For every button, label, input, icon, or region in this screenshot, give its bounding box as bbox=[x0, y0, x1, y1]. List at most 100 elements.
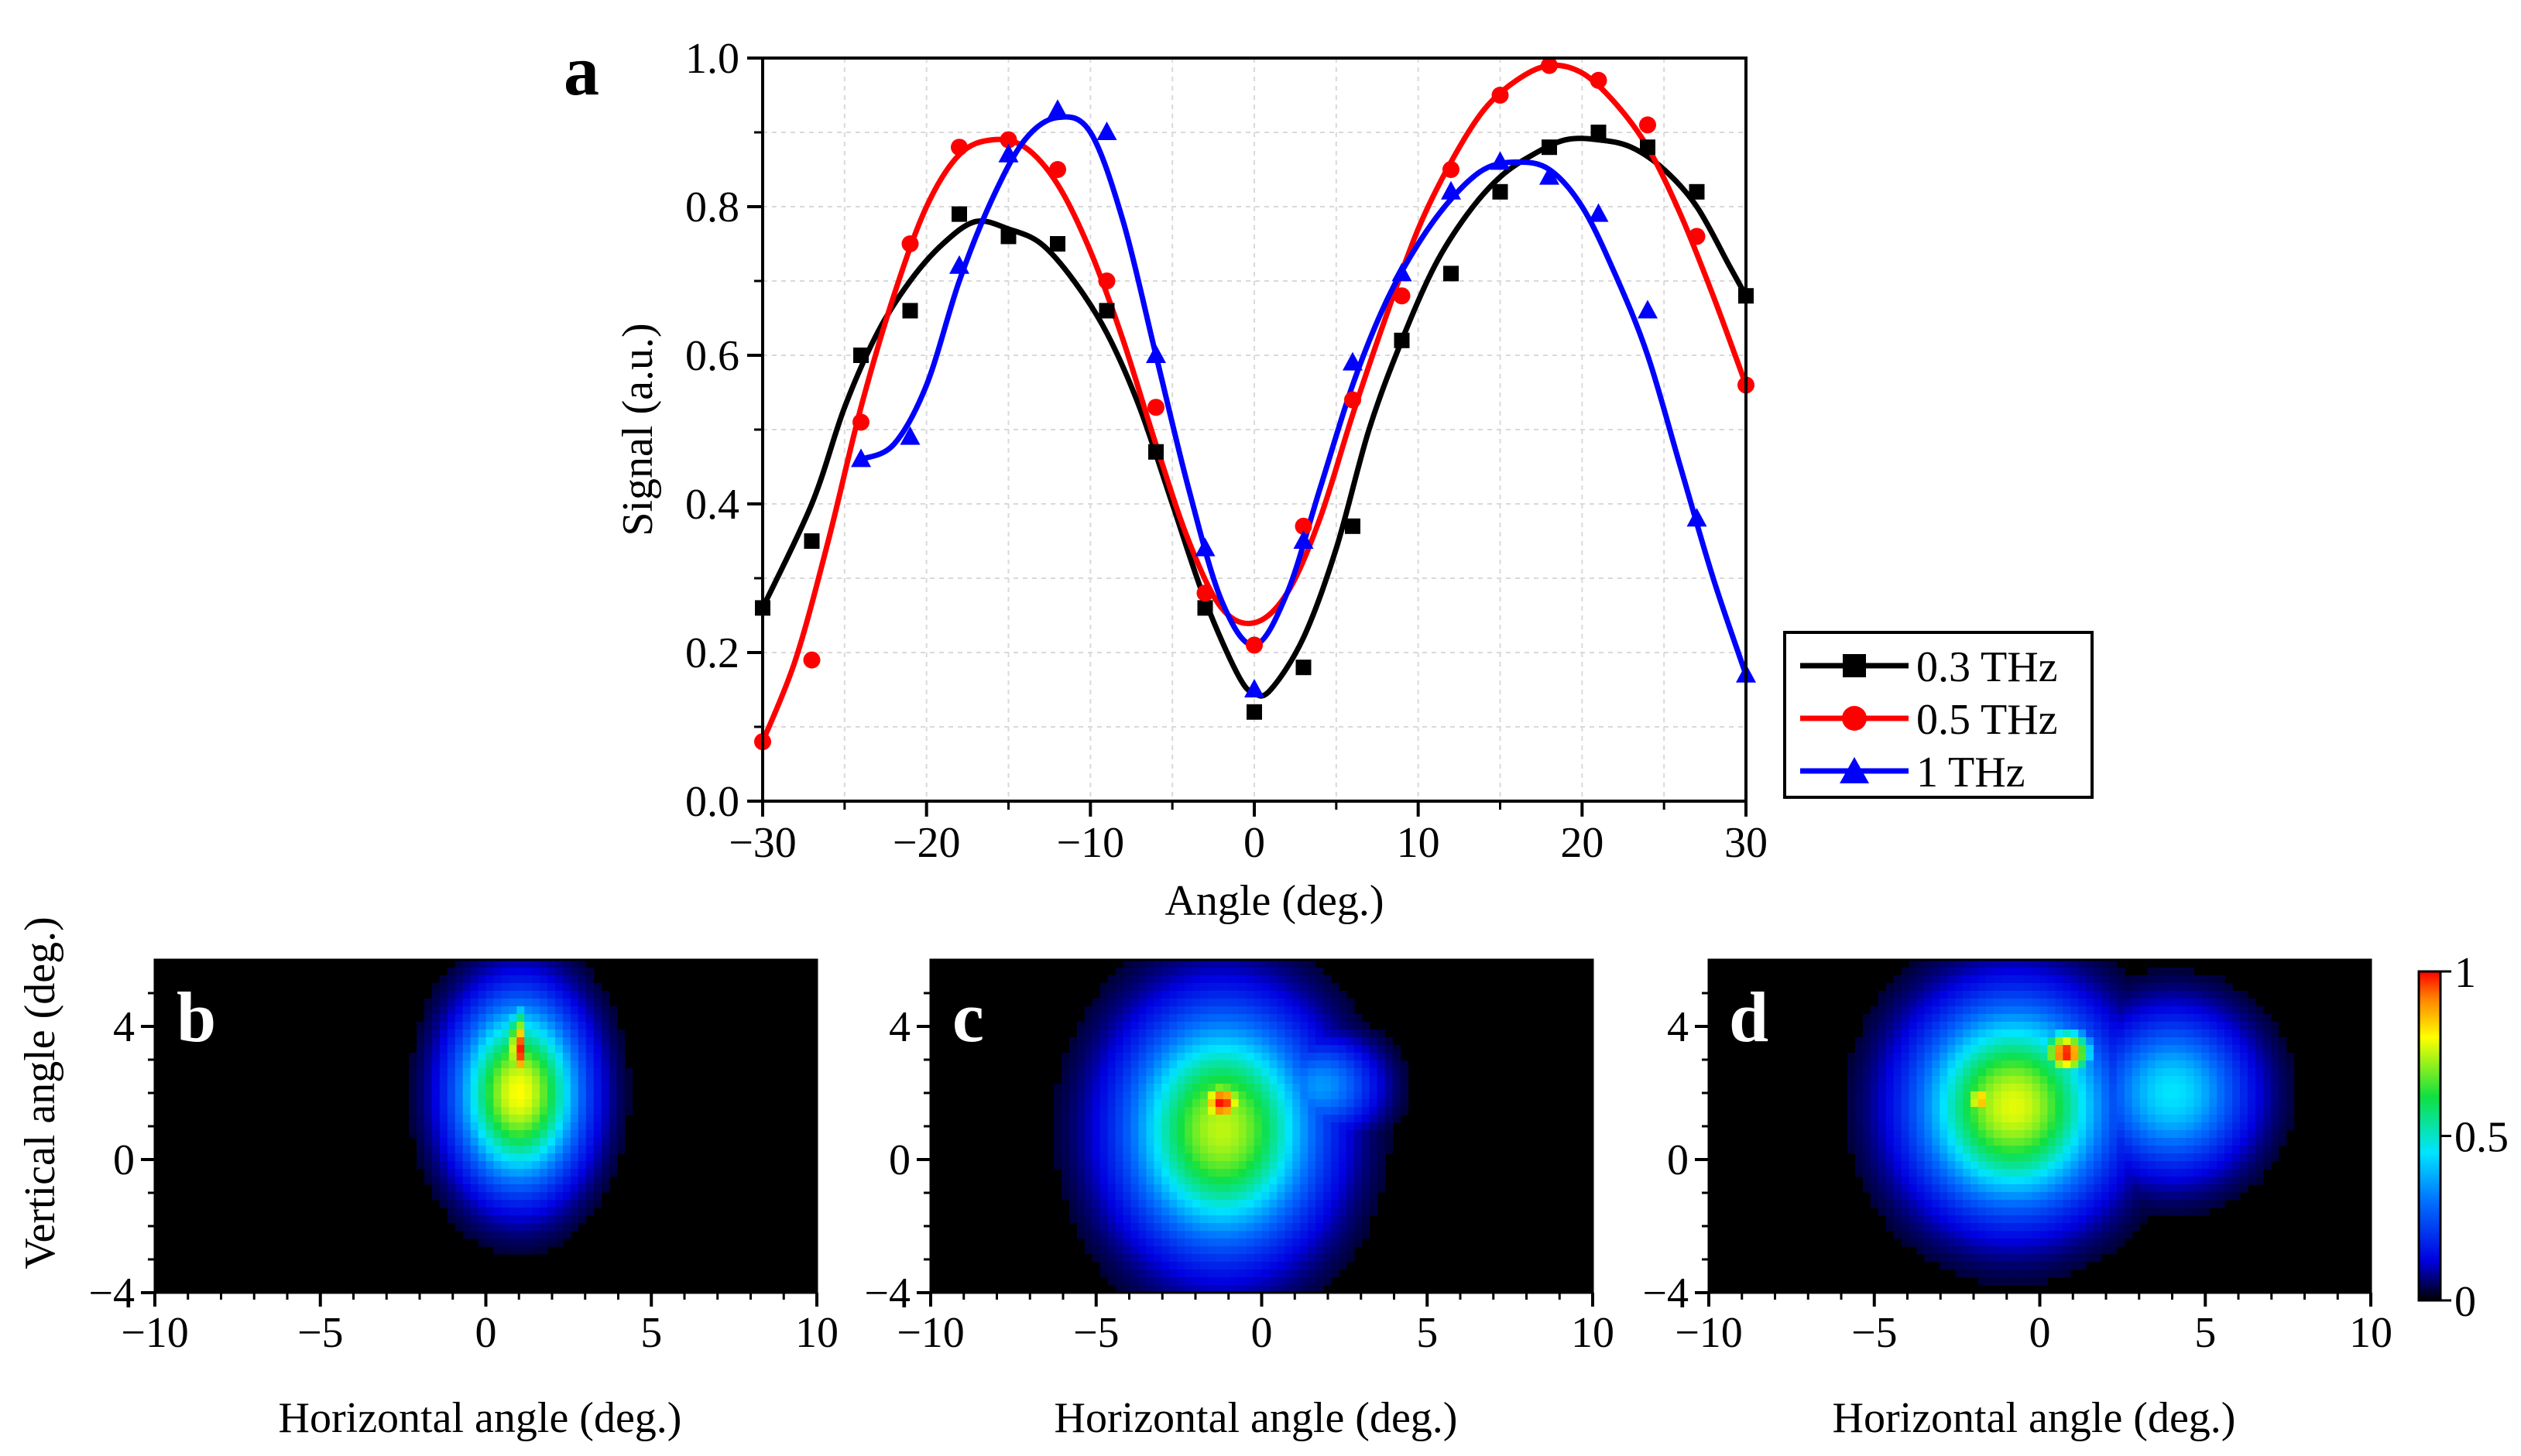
heatmap-cell bbox=[516, 1122, 525, 1131]
heatmap-cell bbox=[1361, 1022, 1370, 1030]
heatmap-cell bbox=[1330, 1223, 1339, 1232]
heatmap-cell bbox=[1199, 1192, 1209, 1201]
heatmap-cell bbox=[447, 1153, 456, 1162]
heatmap-cell bbox=[2101, 1022, 2110, 1030]
heatmap-cell bbox=[2070, 1215, 2079, 1224]
heatmap-cell bbox=[1223, 1068, 1232, 1077]
heatmap-cell bbox=[1192, 1045, 1201, 1053]
heatmap-cell bbox=[2217, 1014, 2225, 1023]
heatmap-cell bbox=[570, 1208, 579, 1216]
heatmap-cell bbox=[1893, 999, 1902, 1007]
heatmap-cell bbox=[1138, 960, 1147, 968]
heatmap-cell bbox=[1084, 1099, 1093, 1108]
heatmap-cell bbox=[2132, 1153, 2141, 1162]
heatmap-cell bbox=[1963, 1091, 1971, 1100]
heatmap-cell bbox=[1940, 1076, 1948, 1084]
heatmap-cell bbox=[1269, 1200, 1278, 1208]
heatmap-cell bbox=[1146, 1262, 1154, 1270]
heatmap-cell bbox=[1353, 1200, 1363, 1208]
heatmap-cell bbox=[1246, 1060, 1255, 1069]
heatmap-cell bbox=[1315, 968, 1324, 976]
heatmap-cell bbox=[2155, 983, 2164, 992]
heatmap-cell bbox=[2132, 1115, 2141, 1123]
heatmap-cell bbox=[493, 1223, 502, 1232]
heatmap-cell bbox=[501, 968, 509, 976]
heatmap-cell bbox=[1369, 1029, 1378, 1038]
heatmap-cell bbox=[1185, 1122, 1193, 1131]
heatmap-cell bbox=[1338, 1053, 1347, 1061]
heatmap-cell bbox=[447, 1022, 456, 1030]
heatmap-cell bbox=[493, 1045, 502, 1053]
heatmap-cell bbox=[1277, 999, 1285, 1007]
heatmap-cell bbox=[1924, 960, 1933, 968]
heatmap-cell bbox=[1940, 1246, 1948, 1255]
heatmap-cell bbox=[2239, 1053, 2248, 1061]
heatmap-cell bbox=[1068, 1184, 1078, 1193]
heatmap-cell bbox=[547, 1006, 556, 1015]
heatmap-cell bbox=[2170, 1146, 2180, 1154]
heatmap-cell bbox=[532, 1208, 540, 1216]
heatmap-cell bbox=[2147, 1006, 2156, 1015]
heatmap-cell bbox=[1993, 1262, 2002, 1270]
heatmap-cell bbox=[2124, 1184, 2133, 1193]
heatmap-cell bbox=[2086, 1014, 2094, 1023]
heatmap-cell bbox=[1223, 1285, 1232, 1293]
heatmap-cell bbox=[1885, 1006, 1895, 1015]
heatmap-cell bbox=[1223, 1208, 1232, 1216]
heatmap-cell bbox=[1130, 1177, 1140, 1185]
data-point-1-thz bbox=[1686, 508, 1707, 527]
heatmap-cell bbox=[585, 1029, 595, 1038]
heatmap-cell bbox=[2286, 1053, 2295, 1061]
data-point-1-thz bbox=[900, 426, 921, 445]
legend-label-1-thz: 1 THz bbox=[1916, 749, 2025, 797]
heatmap-cell bbox=[1092, 1107, 1101, 1115]
heatmap-cell bbox=[2247, 1029, 2256, 1038]
heatmap-cell bbox=[1330, 1161, 1339, 1170]
heatmap-cell bbox=[1238, 1091, 1247, 1100]
heatmap-cell bbox=[1223, 1029, 1232, 1038]
heatmap-cell bbox=[1161, 1285, 1170, 1293]
heatmap-cell bbox=[485, 1138, 495, 1146]
heatmap-cell bbox=[1970, 1006, 1979, 1015]
heatmap-cell bbox=[1177, 999, 1185, 1007]
heatmap-cell bbox=[1269, 1192, 1278, 1201]
heatmap-cell bbox=[1985, 1076, 1995, 1084]
heatmap-cell bbox=[2201, 975, 2210, 984]
heatmap-cell bbox=[1161, 968, 1170, 976]
heatmap-cell bbox=[509, 1161, 517, 1170]
heatmap-cell bbox=[1901, 1200, 1910, 1208]
heatmap-cell bbox=[1185, 1107, 1193, 1115]
heatmap-cell bbox=[1238, 1138, 1247, 1146]
heatmap-cell bbox=[1932, 1022, 1940, 1030]
heatmap-cell bbox=[1346, 1254, 1355, 1262]
heatmap-cell bbox=[2262, 1107, 2272, 1115]
heatmap-cell bbox=[540, 975, 548, 984]
heatmap-cell bbox=[1068, 1146, 1078, 1154]
heatmap-cell bbox=[540, 1153, 548, 1162]
heatmap-cell bbox=[2024, 1277, 2033, 1286]
heatmap-cell bbox=[2039, 1223, 2049, 1232]
heatmap-cell bbox=[1130, 991, 1140, 999]
heatmap-cell bbox=[2239, 1022, 2248, 1030]
heatmap-cell bbox=[2170, 991, 2180, 999]
heatmap-cell bbox=[1207, 1014, 1216, 1023]
heatmap-cell bbox=[524, 1215, 533, 1224]
heatmap-cell bbox=[1292, 1169, 1301, 1177]
heatmap-cell bbox=[1161, 1262, 1170, 1270]
heatmap-cell bbox=[1269, 1091, 1278, 1100]
heatmap-cell bbox=[2055, 1122, 2063, 1131]
heatmap-cell bbox=[1300, 1285, 1309, 1293]
heatmap-cell bbox=[1955, 1029, 1964, 1038]
heatmap-cell bbox=[1400, 1060, 1408, 1069]
heatmap-cell bbox=[2209, 1115, 2217, 1123]
heatmap-cell bbox=[562, 983, 571, 992]
heatmap-cell bbox=[470, 1060, 479, 1069]
heatmap-cell bbox=[431, 991, 441, 999]
heatmap-cell bbox=[1207, 1107, 1216, 1115]
heatmap-cell bbox=[1932, 968, 1940, 976]
heatmap-cell bbox=[470, 1053, 479, 1061]
heatmap-cell bbox=[1169, 1238, 1178, 1247]
heatmap-cell bbox=[2101, 1184, 2110, 1193]
heatmap-cell bbox=[1985, 1269, 1995, 1278]
heatmap-cell bbox=[1207, 999, 1216, 1007]
